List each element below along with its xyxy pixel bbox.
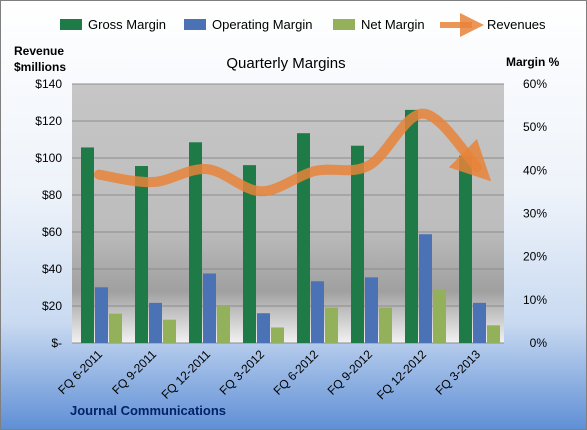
chart-title: Quarterly Margins xyxy=(226,55,345,72)
legend-swatch-net-margin xyxy=(333,19,355,30)
bar-net-margin xyxy=(163,319,176,343)
legend-swatch-gross-margin xyxy=(60,19,82,30)
revenue-line-series xyxy=(94,108,492,197)
bar-gross-margin xyxy=(297,133,310,343)
right-axis-ticks: 0% 10% 20% 30% 40% 50% 60% xyxy=(523,77,547,350)
bar-operating-margin xyxy=(203,273,216,343)
right-tick-label: 50% xyxy=(523,120,547,134)
left-tick-label: $60 xyxy=(42,225,62,239)
legend-swatch-operating-margin xyxy=(184,19,206,30)
bar-net-margin xyxy=(109,313,122,343)
bar-gross-margin xyxy=(81,147,94,343)
bar-operating-margin xyxy=(95,287,108,343)
right-tick-label: 10% xyxy=(523,293,547,307)
right-tick-label: 40% xyxy=(523,163,547,177)
right-tick-label: 0% xyxy=(530,336,548,350)
bar-series xyxy=(81,109,500,344)
right-tick-label: 60% xyxy=(523,77,547,91)
left-tick-label: $120 xyxy=(35,114,62,128)
left-tick-label: $80 xyxy=(42,188,62,202)
bar-operating-margin xyxy=(257,313,270,343)
left-tick-label: $100 xyxy=(35,151,62,165)
footer-company-name: Journal Communications xyxy=(70,403,226,418)
bar-net-margin xyxy=(217,305,230,343)
bar-operating-margin xyxy=(419,234,432,343)
right-tick-label: 20% xyxy=(523,250,547,264)
bar-operating-margin xyxy=(311,281,324,343)
left-tick-label: $40 xyxy=(42,262,62,276)
bar-net-margin xyxy=(379,307,392,343)
bar-net-margin xyxy=(271,327,284,343)
bar-gross-margin xyxy=(459,155,472,343)
bar-net-margin xyxy=(487,325,500,343)
bar-gross-margin xyxy=(405,109,418,344)
left-tick-label: $20 xyxy=(42,299,62,313)
bar-gross-margin xyxy=(243,165,256,343)
bar-gross-margin xyxy=(135,166,148,343)
revenue-line xyxy=(94,108,492,197)
bar-net-margin xyxy=(325,307,338,343)
legend-label-gross-margin: Gross Margin xyxy=(88,17,166,32)
right-tick-label: 30% xyxy=(523,207,547,221)
left-axis-ticks: $- $20 $40 $60 $80 $100 $120 $140 xyxy=(35,77,62,350)
bar-gross-margin xyxy=(189,142,202,343)
bar-gross-margin xyxy=(351,145,364,343)
bar-net-margin xyxy=(433,289,446,343)
bar-operating-margin xyxy=(473,302,486,343)
bar-operating-margin xyxy=(365,277,378,343)
legend-label-net-margin: Net Margin xyxy=(361,17,425,32)
left-tick-label: $- xyxy=(51,336,62,350)
legend: Gross Margin Operating Margin Net Margin… xyxy=(60,13,546,37)
right-axis-title: Margin % xyxy=(506,55,560,69)
left-axis-title-line1: Revenue xyxy=(14,44,64,58)
left-tick-label: $140 xyxy=(35,77,62,91)
bar-operating-margin xyxy=(149,302,162,343)
legend-label-operating-margin: Operating Margin xyxy=(212,17,312,32)
legend-label-revenues: Revenues xyxy=(487,17,546,32)
left-axis-title-line2: $millions xyxy=(14,60,66,74)
